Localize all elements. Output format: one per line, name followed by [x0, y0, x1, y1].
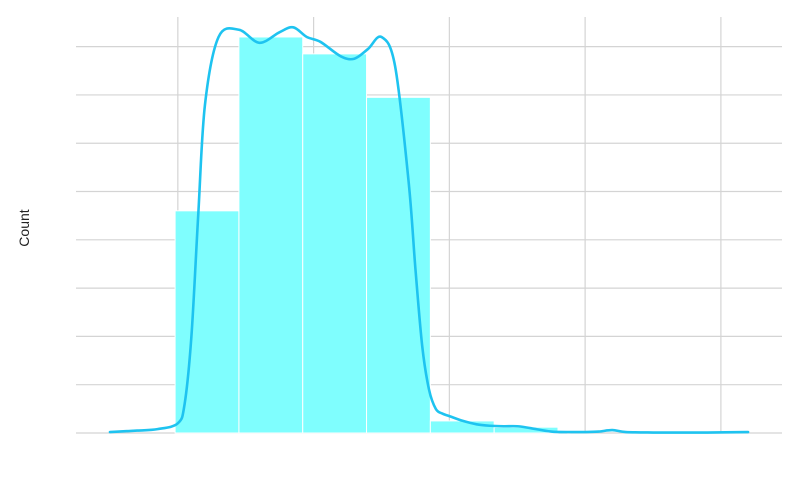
histogram-bar-1 — [238, 36, 304, 434]
bars — [174, 36, 559, 434]
kde-curve — [108, 25, 750, 434]
histogram-bar-2 — [302, 53, 368, 434]
kde-curve-group — [108, 25, 750, 434]
histogram-bar-4 — [429, 420, 495, 434]
y-axis-label: Count — [16, 209, 32, 246]
histogram-bar-3 — [366, 96, 431, 434]
